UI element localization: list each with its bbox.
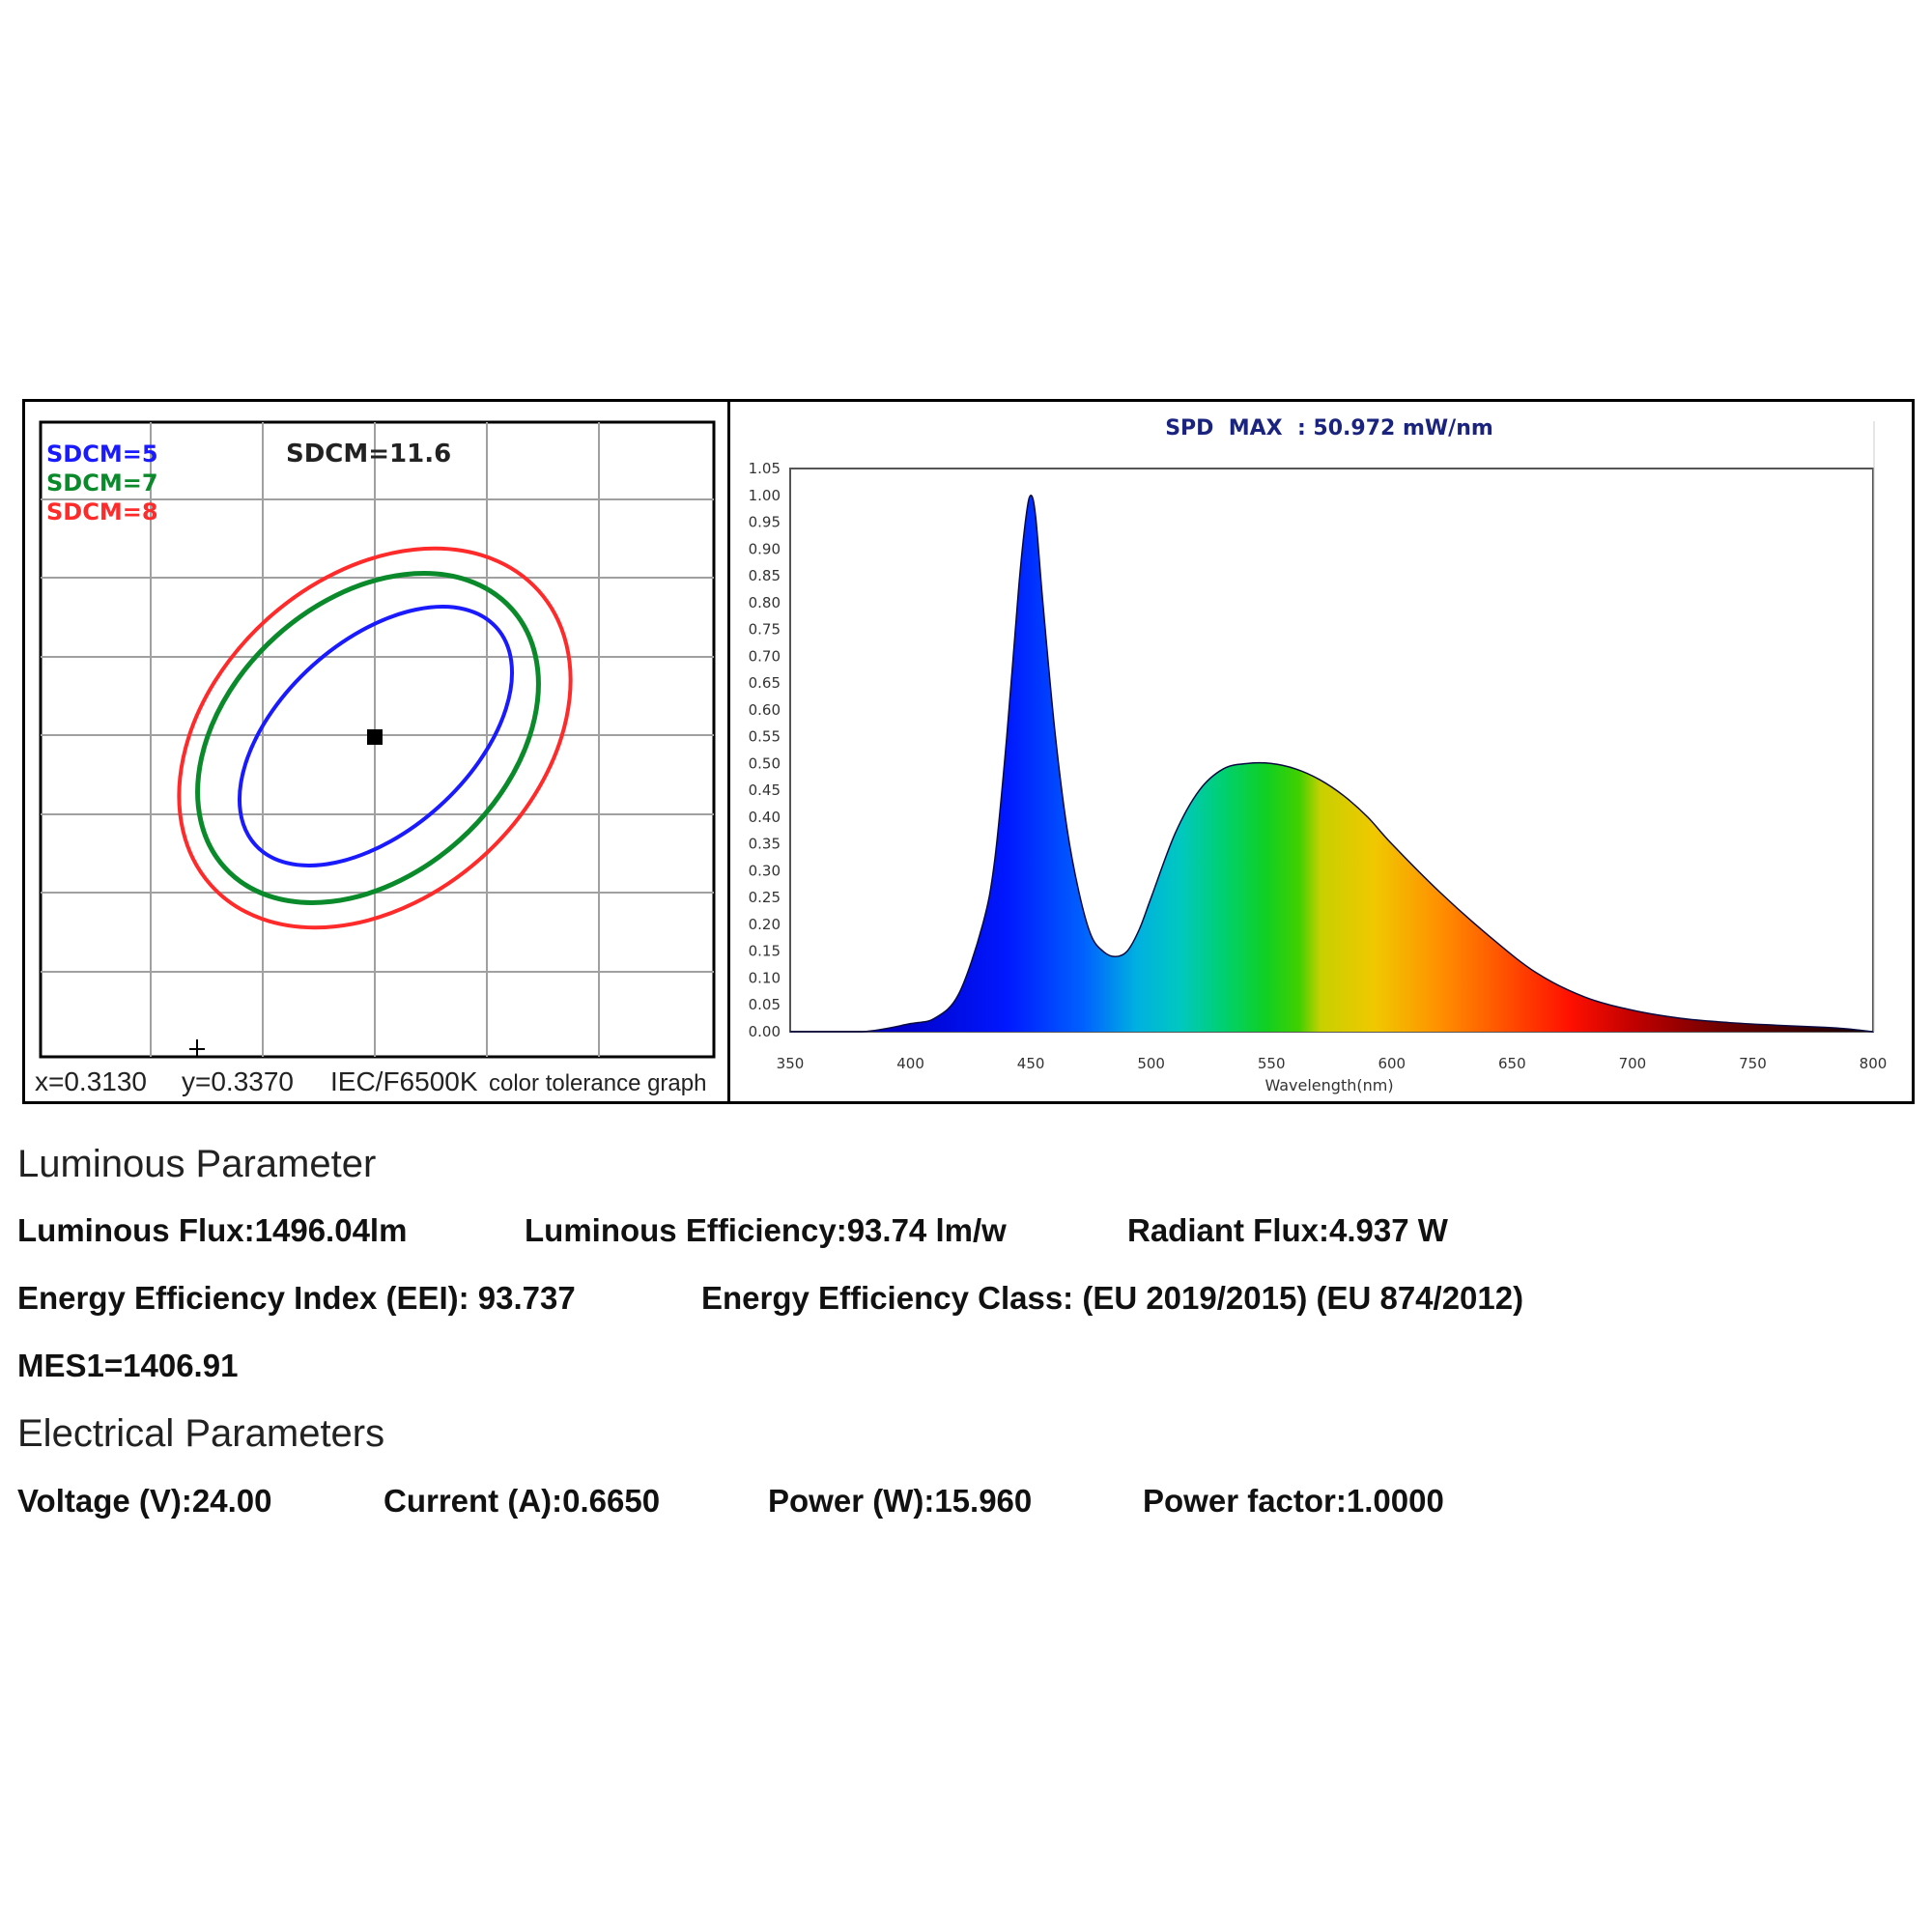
y-tick-label: 0.25 bbox=[749, 889, 781, 906]
spd-x-label: Wavelength(nm) bbox=[1264, 1076, 1393, 1094]
axis-marker bbox=[189, 1039, 205, 1057]
y-tick-label: 0.65 bbox=[749, 674, 781, 692]
legend-sdcm-5: SDCM=5 bbox=[46, 440, 158, 468]
energy-efficiency-class: Energy Efficiency Class: (EU 2019/2015) … bbox=[701, 1280, 1524, 1316]
x-tick-label: 550 bbox=[1258, 1055, 1286, 1072]
current: Current (A):0.6650 bbox=[384, 1483, 661, 1519]
x-tick-label: 650 bbox=[1498, 1055, 1526, 1072]
luminous-parameter-title: Luminous Parameter bbox=[17, 1143, 377, 1185]
spd-series-line bbox=[790, 495, 1874, 1033]
y-tick-label: 0.15 bbox=[749, 943, 781, 960]
y-tick-label: 0.70 bbox=[749, 647, 781, 665]
y-tick-label: 0.00 bbox=[749, 1023, 781, 1040]
y-tick-label: 1.00 bbox=[749, 487, 781, 504]
y-tick-label: 0.35 bbox=[749, 836, 781, 853]
voltage: Voltage (V):24.00 bbox=[17, 1483, 272, 1519]
y-tick-label: 0.10 bbox=[749, 969, 781, 986]
radiant-flux: Radiant Flux:4.937 W bbox=[1127, 1212, 1448, 1248]
x-tick-label: 350 bbox=[777, 1055, 805, 1072]
y-tick-label: 0.90 bbox=[749, 540, 781, 557]
y-tick-label: 0.20 bbox=[749, 916, 781, 933]
y-tick-label: 0.80 bbox=[749, 594, 781, 611]
energy-efficiency-index: Energy Efficiency Index (EEI): 93.737 bbox=[17, 1280, 576, 1316]
x-coordinate: x=0.3130 bbox=[35, 1066, 147, 1096]
sdcm-8-ellipse bbox=[177, 546, 573, 930]
legend-sdcm-7: SDCM=7 bbox=[46, 469, 158, 497]
y-tick-label: 0.05 bbox=[749, 996, 781, 1013]
y-tick-label: 0.95 bbox=[749, 514, 781, 531]
x-tick-label: 700 bbox=[1619, 1055, 1647, 1072]
sdcm-7-ellipse bbox=[195, 571, 541, 905]
x-tick-label: 600 bbox=[1378, 1055, 1406, 1072]
sdcm-tolerance-graph: SDCM=5 SDCM=7 SDCM=8 SDCM=11.6 x=0.3130 … bbox=[35, 420, 716, 1096]
luminous-flux: Luminous Flux:1496.04lm bbox=[17, 1212, 408, 1248]
x-tick-label: 800 bbox=[1860, 1055, 1888, 1072]
power: Power (W):15.960 bbox=[768, 1483, 1033, 1519]
spd-title: SPD MAX : 50.972 mW/nm bbox=[1165, 416, 1493, 440]
spd-area bbox=[790, 495, 1873, 1032]
y-tick-label: 0.50 bbox=[749, 754, 781, 772]
y-tick-label: 0.85 bbox=[749, 567, 781, 584]
luminous-efficiency: Luminous Efficiency:93.74 lm/w bbox=[525, 1212, 1007, 1248]
sdcm-5-ellipse bbox=[237, 605, 515, 867]
x-tick-label: 500 bbox=[1137, 1055, 1165, 1072]
x-tick-label: 400 bbox=[896, 1055, 924, 1072]
standard-label: IEC/F6500K bbox=[330, 1066, 478, 1096]
y-tick-label: 0.55 bbox=[749, 728, 781, 746]
y-tick-label: 0.45 bbox=[749, 781, 781, 799]
mes1-value: MES1=1406.91 bbox=[17, 1348, 239, 1383]
spd-y-axis: 0.00 0.05 0.10 0.15 0.20 0.25 0.30 0.35 0.40 0.45… bbox=[749, 460, 781, 1040]
charts-divider bbox=[727, 399, 730, 1104]
y-tick-label: 0.75 bbox=[749, 621, 781, 639]
y-tick-label: 0.60 bbox=[749, 701, 781, 719]
sdcm-value: SDCM=11.6 bbox=[286, 440, 451, 469]
y-tick-label: 0.30 bbox=[749, 862, 781, 879]
power-factor: Power factor:1.0000 bbox=[1143, 1483, 1444, 1519]
x-tick-label: 450 bbox=[1017, 1055, 1045, 1072]
legend-sdcm-8: SDCM=8 bbox=[46, 498, 158, 526]
spd-x-axis: 350 400 450 500 550 600 650 700 750 800 bbox=[777, 1055, 1888, 1072]
x-tick-label: 750 bbox=[1739, 1055, 1767, 1072]
y-coordinate: y=0.3370 bbox=[182, 1066, 294, 1096]
graph-caption: color tolerance graph bbox=[489, 1070, 706, 1096]
y-tick-label: 0.40 bbox=[749, 809, 781, 826]
chromaticity-point bbox=[367, 729, 383, 745]
electrical-parameters-title: Electrical Parameters bbox=[17, 1412, 385, 1455]
y-tick-label: 1.05 bbox=[749, 460, 781, 477]
charts-frame bbox=[22, 399, 1915, 1104]
spd-chart: SPD MAX : 50.972 mW/nm 0.000.050.100.150… bbox=[749, 416, 1888, 1094]
